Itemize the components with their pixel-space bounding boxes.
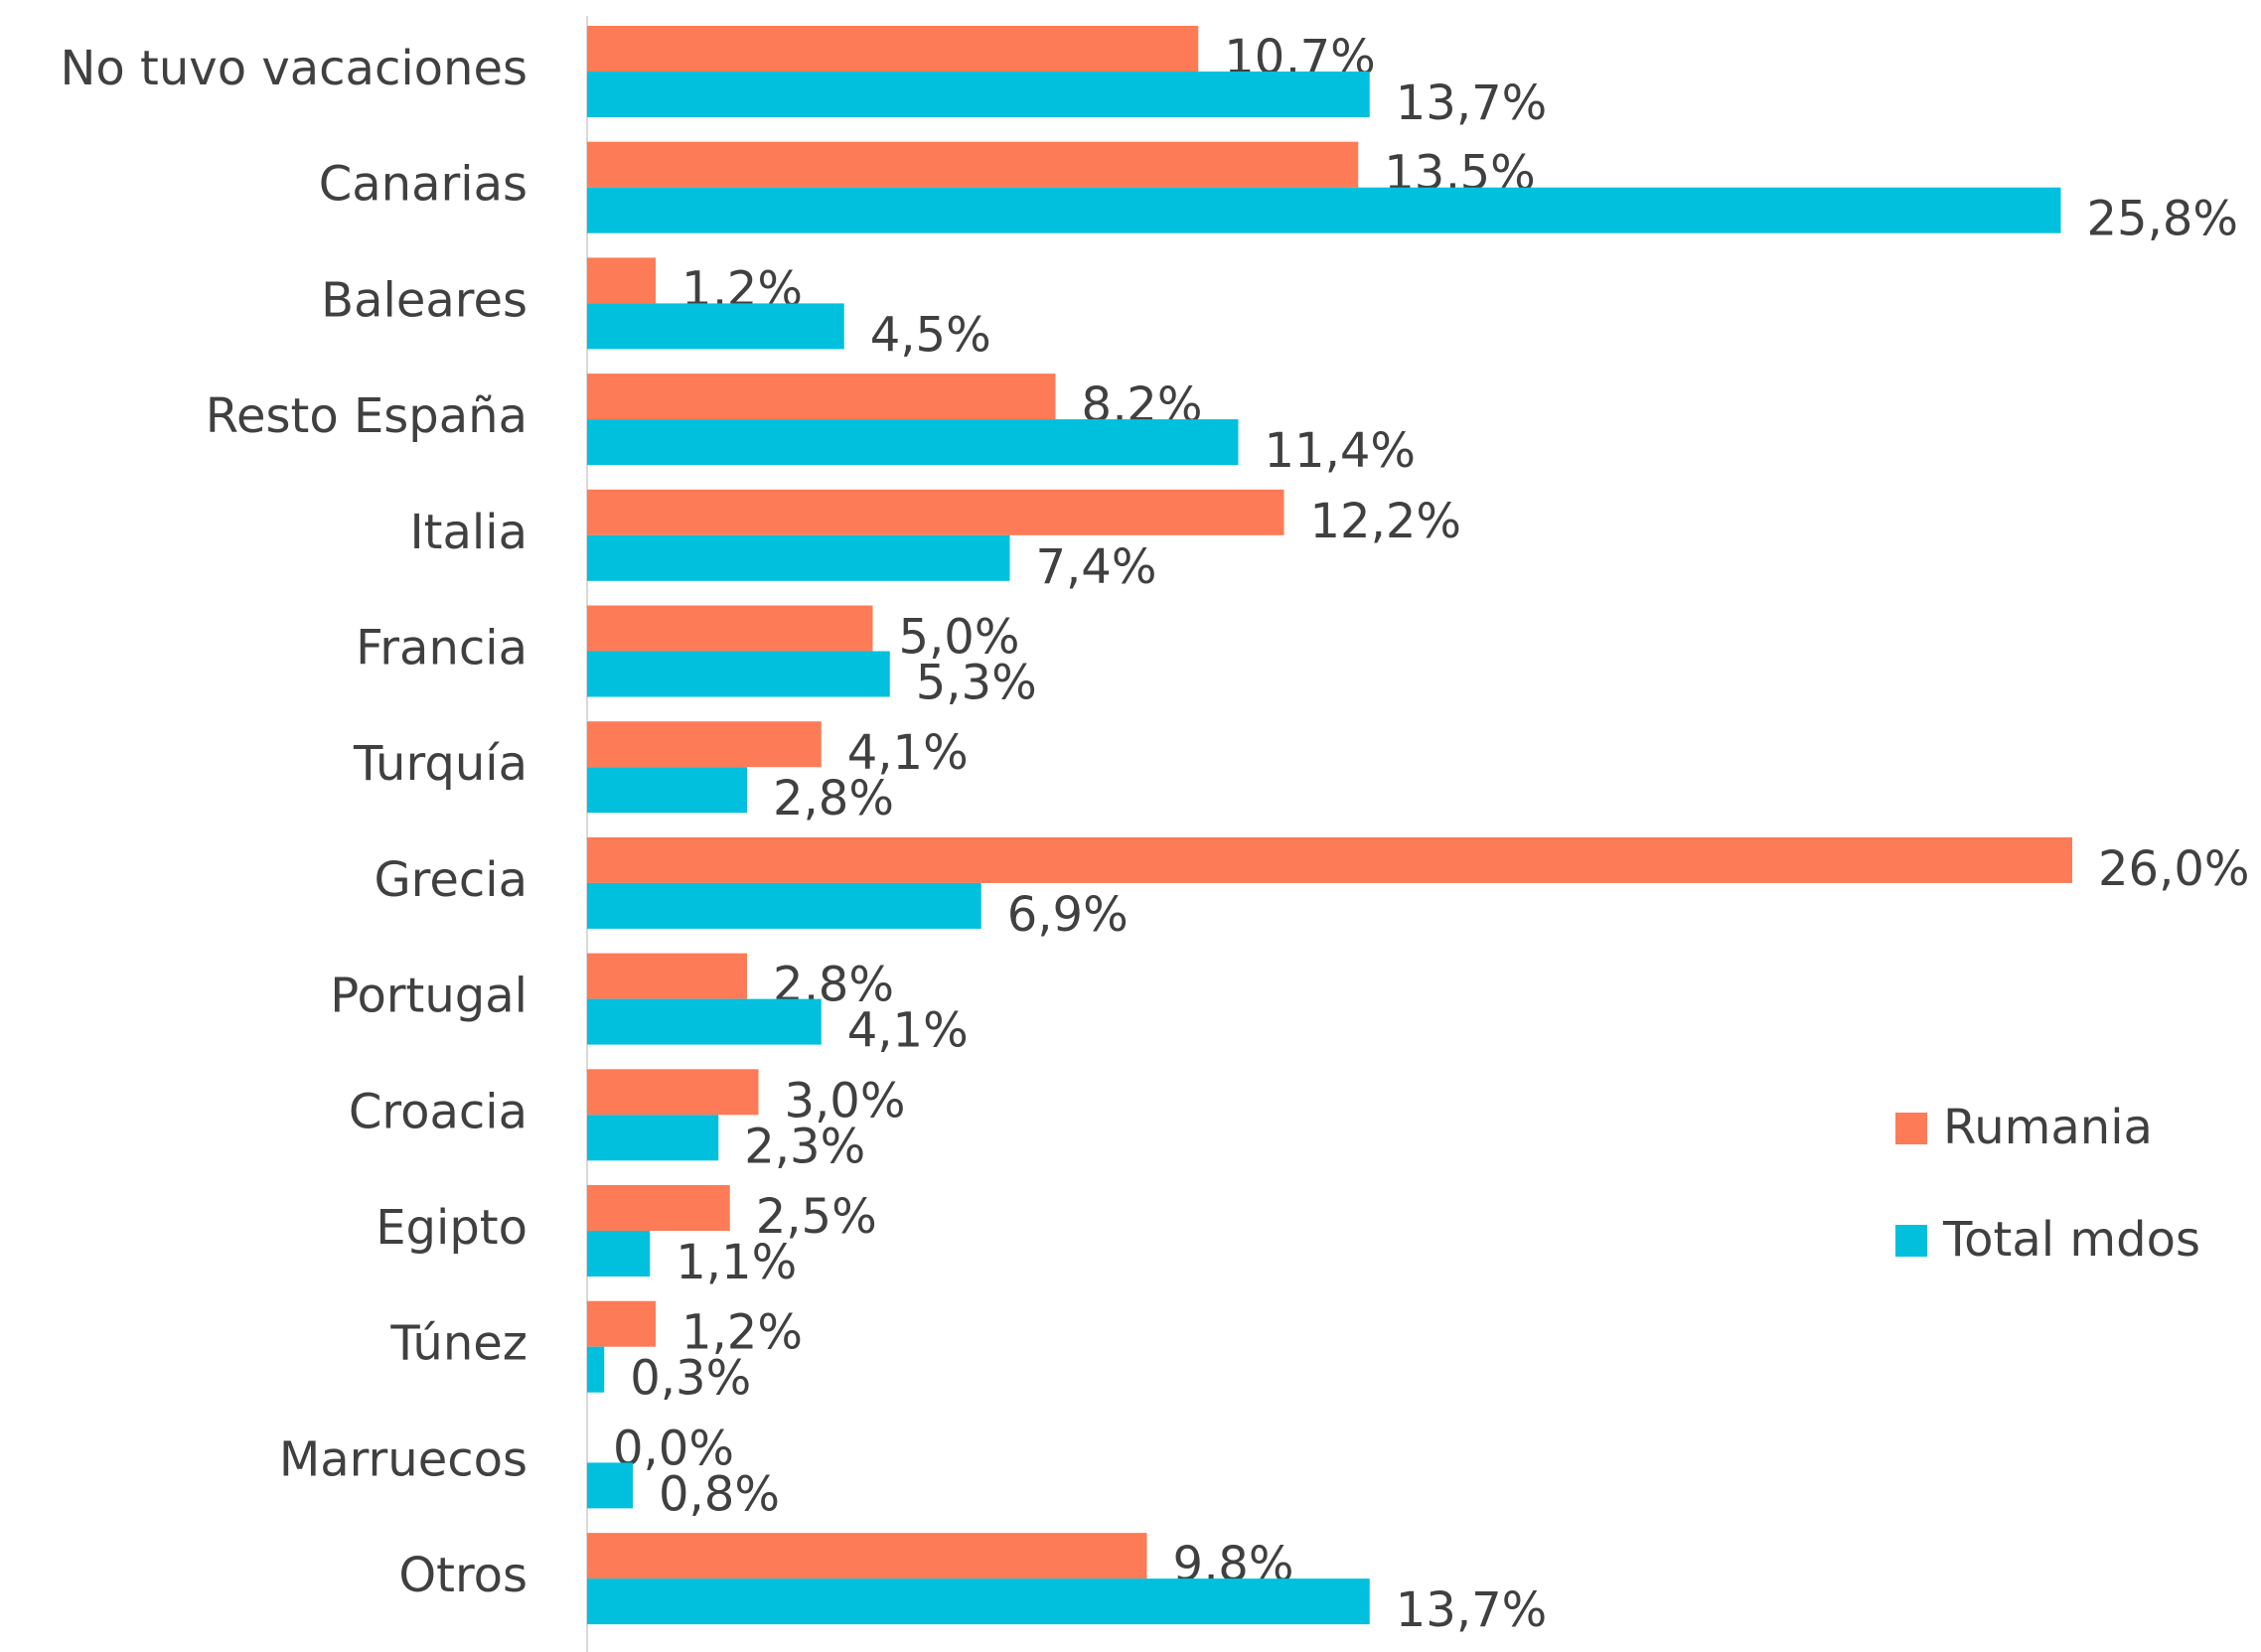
data-label: 26,0% [2098, 841, 2249, 897]
bar [587, 141, 1359, 188]
data-label: 2,3% [744, 1119, 865, 1174]
data-label: 1,1% [676, 1235, 797, 1290]
bar [587, 767, 747, 814]
data-label: 1,2% [681, 1305, 803, 1361]
data-label: 0,3% [630, 1351, 751, 1407]
data-label: 13,7% [1396, 75, 1547, 131]
data-label: 25,8% [2087, 192, 2238, 247]
data-label: 4,1% [847, 1003, 969, 1059]
data-label: 12,2% [1310, 494, 1461, 549]
bar [587, 187, 2061, 233]
data-label: 4,1% [847, 725, 969, 781]
bar [587, 303, 844, 350]
category-label: No tuvo vacaciones [61, 41, 528, 96]
category-label: Portugal [330, 969, 528, 1024]
legend-swatch [1895, 1113, 1927, 1144]
legend-label: Total mdos [1942, 1212, 2200, 1268]
bar [587, 651, 890, 697]
category-label: Baleares [321, 272, 528, 328]
category-label: Marruecos [279, 1431, 528, 1487]
category-label: Canarias [319, 157, 528, 213]
legend-swatch [1895, 1225, 1927, 1257]
bar [587, 1069, 759, 1116]
bar [587, 836, 2072, 883]
bar [587, 489, 1284, 535]
category-label: Resto España [206, 388, 528, 444]
data-label: 0,0% [613, 1421, 734, 1476]
data-label: 11,4% [1265, 423, 1416, 479]
bar [587, 1533, 1147, 1579]
category-label: Otros [398, 1548, 528, 1603]
category-label: Italia [410, 505, 528, 560]
bar [587, 1231, 651, 1277]
bar [587, 882, 981, 929]
category-label: Grecia [374, 852, 528, 908]
data-label: 6,9% [1007, 887, 1129, 943]
category-label: Croacia [349, 1084, 528, 1139]
data-label: 3,0% [785, 1073, 906, 1128]
category-label: Turquía [353, 736, 528, 792]
category-label: Egipto [376, 1200, 528, 1256]
bar [587, 534, 1010, 581]
category-label: Túnez [389, 1316, 528, 1372]
bar [587, 419, 1239, 466]
bar [587, 1115, 719, 1161]
bar [587, 1185, 730, 1231]
data-label: 13,7% [1396, 1582, 1547, 1638]
data-label: 2,5% [756, 1189, 877, 1245]
bar [587, 1346, 605, 1393]
data-label: 2,8% [773, 771, 894, 826]
data-label: 0,8% [659, 1466, 780, 1522]
data-label: 5,0% [899, 610, 1020, 666]
data-label: 5,3% [916, 656, 1037, 711]
bar [587, 257, 656, 304]
bar [587, 1300, 656, 1347]
legend-label: Rumania [1943, 1100, 2153, 1155]
bar [587, 26, 1199, 72]
category-label: Francia [356, 621, 528, 676]
bar [587, 72, 1370, 117]
bar [587, 998, 822, 1045]
bar [587, 1578, 1370, 1625]
data-label: 4,5% [870, 307, 991, 363]
bar [587, 605, 873, 652]
bar [587, 1462, 633, 1509]
bar [587, 953, 747, 999]
bar [587, 374, 1056, 420]
bar [587, 721, 822, 768]
data-label: 7,4% [1036, 539, 1157, 595]
